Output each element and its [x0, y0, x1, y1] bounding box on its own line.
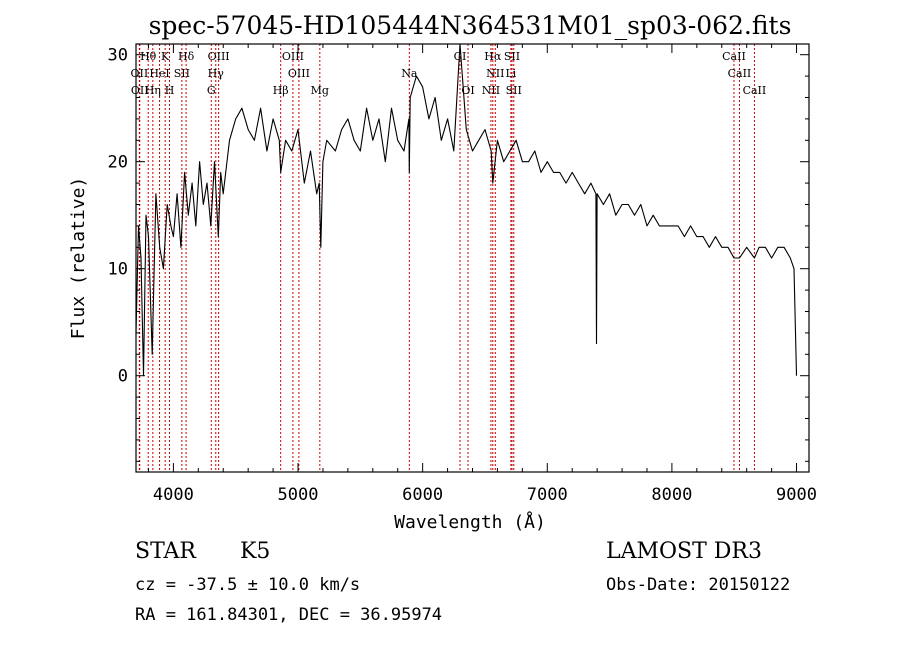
line-label-8: CaII — [722, 50, 746, 63]
y-tick-label-3: 30 — [108, 46, 128, 66]
line-label-26: SII — [506, 84, 522, 97]
line-label-9: OII — [131, 67, 149, 80]
spectral-line-markers — [138, 44, 755, 472]
x-tick-label-3: 7000 — [527, 485, 568, 505]
x-tick-label-1: 5000 — [278, 485, 319, 505]
line-label-16: Li — [505, 67, 516, 80]
x-tick-label-0: 4000 — [153, 485, 194, 505]
y-tick-label-0: 0 — [118, 367, 128, 387]
line-label-15: NII — [486, 67, 504, 80]
survey-name: LAMOST DR3 — [606, 539, 762, 564]
line-label-4: OIII — [282, 50, 304, 63]
line-label-25: NII — [482, 84, 500, 97]
y-tick-label-1: 10 — [108, 260, 128, 280]
object-class: STAR — [135, 539, 197, 564]
line-label-10: HeI — [149, 67, 169, 80]
line-label-12: Hγ — [208, 67, 225, 80]
object-subclass: K5 — [240, 539, 270, 564]
x-axis-label: Wavelength (Å) — [394, 511, 546, 533]
spectrum-series-line — [135, 43, 798, 377]
line-label-21: G — [207, 84, 216, 97]
observation-date: Obs-Date: 20150122 — [606, 575, 790, 595]
spectrum-info-footer: STAR K5 LAMOST DR3 cz = -37.5 ± 10.0 km/… — [135, 539, 790, 625]
x-tick-label-4: 8000 — [651, 485, 692, 505]
line-label-17: CaII — [728, 67, 752, 80]
line-label-24: OI — [461, 84, 474, 97]
x-axis-ticks: 4000 5000 6000 7000 8000 9000 — [147, 44, 817, 505]
line-label-11: SII — [174, 67, 190, 80]
line-label-19: Hη — [145, 84, 161, 97]
line-label-14: Na — [401, 67, 418, 80]
line-label-3: OIII — [208, 50, 230, 63]
plot-frame — [135, 43, 810, 473]
line-label-7: SII — [504, 50, 520, 63]
y-axis-ticks: 0 10 20 30 — [108, 46, 809, 462]
line-label-5: CI — [454, 50, 467, 63]
line-label-20: H — [165, 84, 175, 97]
sky-coordinates: RA = 161.84301, DEC = 36.95974 — [135, 605, 442, 625]
line-label-6: Hα — [484, 50, 502, 63]
x-tick-label-2: 6000 — [402, 485, 443, 505]
y-tick-label-2: 20 — [108, 153, 128, 173]
line-label-18: OII — [131, 84, 149, 97]
line-label-2: Hδ — [178, 50, 195, 63]
chart-title: spec-57045-HD105444N364531M01_sp03-062.f… — [149, 11, 792, 40]
redshift-velocity: cz = -37.5 ± 10.0 km/s — [135, 575, 360, 595]
line-label-13: OIII — [288, 67, 310, 80]
line-label-23: Mg — [311, 84, 329, 97]
x-tick-label-5: 9000 — [776, 485, 817, 505]
line-label-1: K — [161, 50, 170, 63]
y-axis-label: Flux (relative) — [68, 177, 89, 340]
line-label-27: CaII — [743, 84, 767, 97]
line-label-22: Hβ — [273, 84, 289, 97]
line-label-0: Hθ — [140, 50, 157, 63]
